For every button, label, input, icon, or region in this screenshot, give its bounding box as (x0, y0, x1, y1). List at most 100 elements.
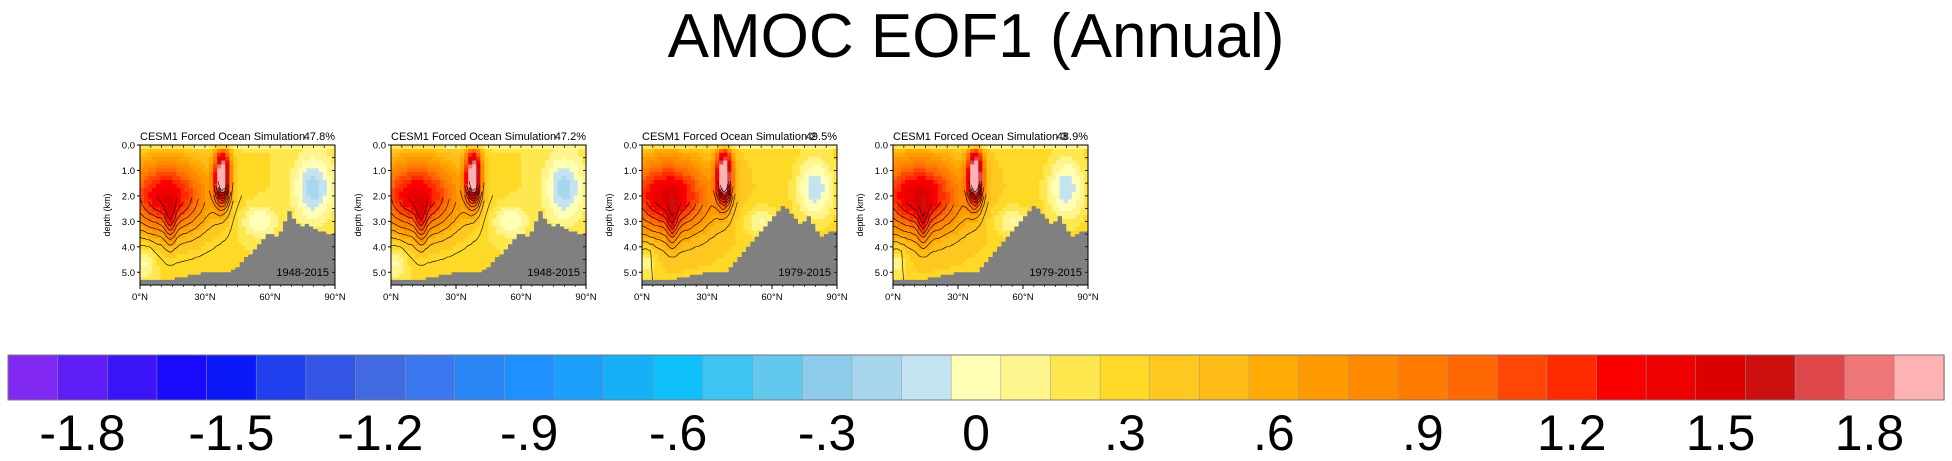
heatmap-cell (391, 215, 396, 220)
heatmap-cell (172, 218, 178, 224)
heatmap-cell (257, 168, 263, 173)
heatmap-cell (403, 172, 408, 177)
heatmap-cell (318, 160, 324, 166)
heatmap-cell (646, 195, 651, 201)
heatmap-cell (237, 191, 243, 197)
heatmap-cell (160, 191, 165, 197)
heatmap-cell (642, 222, 647, 228)
heatmap-cell (516, 222, 522, 228)
heatmap-cell (237, 246, 243, 251)
heatmap-cell (225, 218, 230, 224)
heatmap-cell (577, 180, 583, 185)
heatmap-cell (140, 242, 145, 247)
heatmap-cell (658, 238, 663, 243)
heatmap-cell (707, 246, 712, 251)
heatmap-cell (140, 261, 145, 267)
heatmap-cell (435, 253, 441, 259)
heatmap-cell (217, 203, 222, 208)
heatmap-cell (217, 215, 222, 220)
heatmap-cell (686, 183, 692, 189)
heatmap-cell (184, 195, 190, 201)
heatmap-cell (152, 148, 157, 154)
heatmap-cell (192, 164, 198, 169)
heatmap-cell (403, 183, 408, 189)
heatmap-cell (662, 152, 667, 158)
heatmap-cell (686, 230, 692, 236)
heatmap-cell (549, 168, 555, 173)
heatmap-cell (168, 226, 174, 232)
heatmap-cell (164, 253, 170, 259)
heatmap-cell (788, 152, 793, 158)
heatmap-cell (431, 265, 437, 271)
heatmap-cell (229, 218, 235, 224)
heatmap-cell (508, 238, 514, 243)
heatmap-cell (427, 253, 433, 259)
heatmap-cell (415, 230, 421, 236)
heatmap-cell (755, 183, 761, 189)
heatmap-cell (411, 261, 416, 267)
heatmap-cell (751, 148, 757, 154)
heatmap-cell (751, 191, 757, 197)
heatmap-cell (715, 145, 720, 150)
heatmap-cell (237, 257, 243, 263)
heatmap-cell (521, 152, 526, 158)
heatmap-cell (184, 145, 190, 150)
heatmap-cell (561, 172, 567, 177)
heatmap-cell (743, 246, 749, 251)
heatmap-cell (411, 265, 416, 271)
heatmap-cell (776, 203, 781, 208)
heatmap-cell (565, 211, 571, 216)
heatmap-cell (241, 222, 247, 228)
heatmap-cell (719, 145, 724, 150)
heatmap-cell (443, 195, 449, 201)
heatmap-cell (670, 176, 676, 181)
heatmap-cell (152, 253, 157, 259)
heatmap-cell (719, 230, 724, 236)
heatmap-cell (411, 183, 416, 189)
heatmap-cell (257, 152, 263, 158)
heatmap-cell (294, 145, 300, 150)
heatmap-cell (152, 261, 157, 267)
heatmap-cell (743, 195, 749, 201)
heatmap-cell (456, 218, 461, 224)
heatmap-cell (233, 176, 239, 181)
heatmap-cell (229, 148, 235, 154)
heatmap-cell (484, 176, 490, 181)
heatmap-cell (427, 230, 433, 236)
heatmap-cell (472, 257, 477, 263)
heatmap-cell (472, 226, 477, 232)
heatmap-cell (176, 207, 182, 212)
heatmap-cell (318, 226, 324, 232)
heatmap-cell (286, 148, 291, 154)
heatmap-cell (476, 168, 481, 173)
heatmap-cell (391, 191, 396, 197)
heatmap-cell (180, 261, 186, 267)
heatmap-cell (391, 199, 396, 204)
heatmap-cell (772, 199, 777, 204)
heatmap-cell (504, 218, 510, 224)
heatmap-cell (249, 180, 255, 185)
heatmap-cell (642, 211, 647, 216)
heatmap-cell (188, 148, 194, 154)
heatmap-cell (419, 253, 425, 259)
heatmap-cell (500, 215, 506, 220)
heatmap-cell (581, 211, 586, 216)
heatmap-cell (472, 250, 477, 255)
heatmap-cell (690, 215, 696, 220)
heatmap-cell (694, 187, 700, 193)
heatmap-cell (747, 164, 753, 169)
heatmap-cell (403, 176, 408, 181)
heatmap-cell (253, 207, 259, 212)
heatmap-cell (415, 261, 421, 267)
heatmap-cell (460, 172, 465, 177)
heatmap-cell (727, 246, 732, 251)
heatmap-cell (650, 265, 655, 271)
heatmap-cell (759, 211, 765, 216)
heatmap-cell (549, 160, 555, 166)
heatmap-cell (529, 207, 534, 212)
heatmap-cell (148, 257, 153, 263)
heatmap-cell (565, 145, 571, 150)
heatmap-cell (245, 253, 251, 259)
heatmap-cell (156, 218, 161, 224)
heatmap-cell (682, 156, 688, 162)
